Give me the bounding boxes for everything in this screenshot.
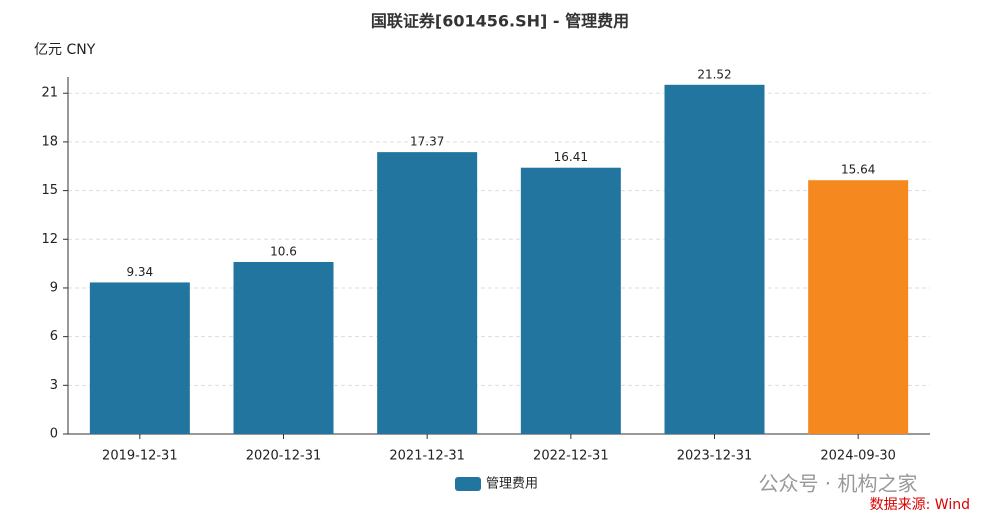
bar	[233, 261, 334, 434]
data-label: 17.37	[410, 135, 444, 149]
bar	[520, 167, 621, 434]
bar	[89, 282, 190, 434]
watermark: 公众号 · 机构之家	[758, 472, 917, 496]
y-tick-label: 0	[50, 427, 58, 442]
bar	[377, 152, 478, 435]
y-tick-label: 15	[41, 183, 58, 198]
y-tick-label: 9	[50, 280, 58, 295]
y-tick-label: 12	[41, 232, 58, 247]
data-label: 10.6	[270, 244, 297, 258]
x-tick-label: 2020-12-31	[246, 449, 322, 464]
x-tick-label: 2019-12-31	[102, 449, 178, 464]
data-label: 15.64	[841, 163, 875, 177]
y-tick-label: 6	[50, 329, 58, 344]
data-label: 21.52	[697, 67, 731, 81]
chart-title: 国联证券[601456.SH] - 管理费用	[371, 12, 629, 31]
data-label: 16.41	[554, 150, 588, 164]
bar	[664, 84, 765, 434]
x-tick-label: 2021-12-31	[389, 449, 465, 464]
y-tick-label: 21	[41, 86, 58, 101]
x-tick-label: 2022-12-31	[533, 449, 609, 464]
x-tick-label: 2024-09-30	[820, 449, 896, 464]
y-axis-label: 亿元 CNY	[34, 42, 96, 58]
legend-swatch	[455, 477, 481, 491]
source: 数据来源: Wind	[870, 497, 970, 513]
legend-label: 管理费用	[486, 477, 538, 492]
y-tick-label: 3	[50, 378, 58, 393]
x-tick-label: 2023-12-31	[677, 449, 753, 464]
bar	[808, 180, 909, 434]
data-label: 9.34	[126, 265, 153, 279]
y-tick-label: 18	[41, 134, 58, 149]
